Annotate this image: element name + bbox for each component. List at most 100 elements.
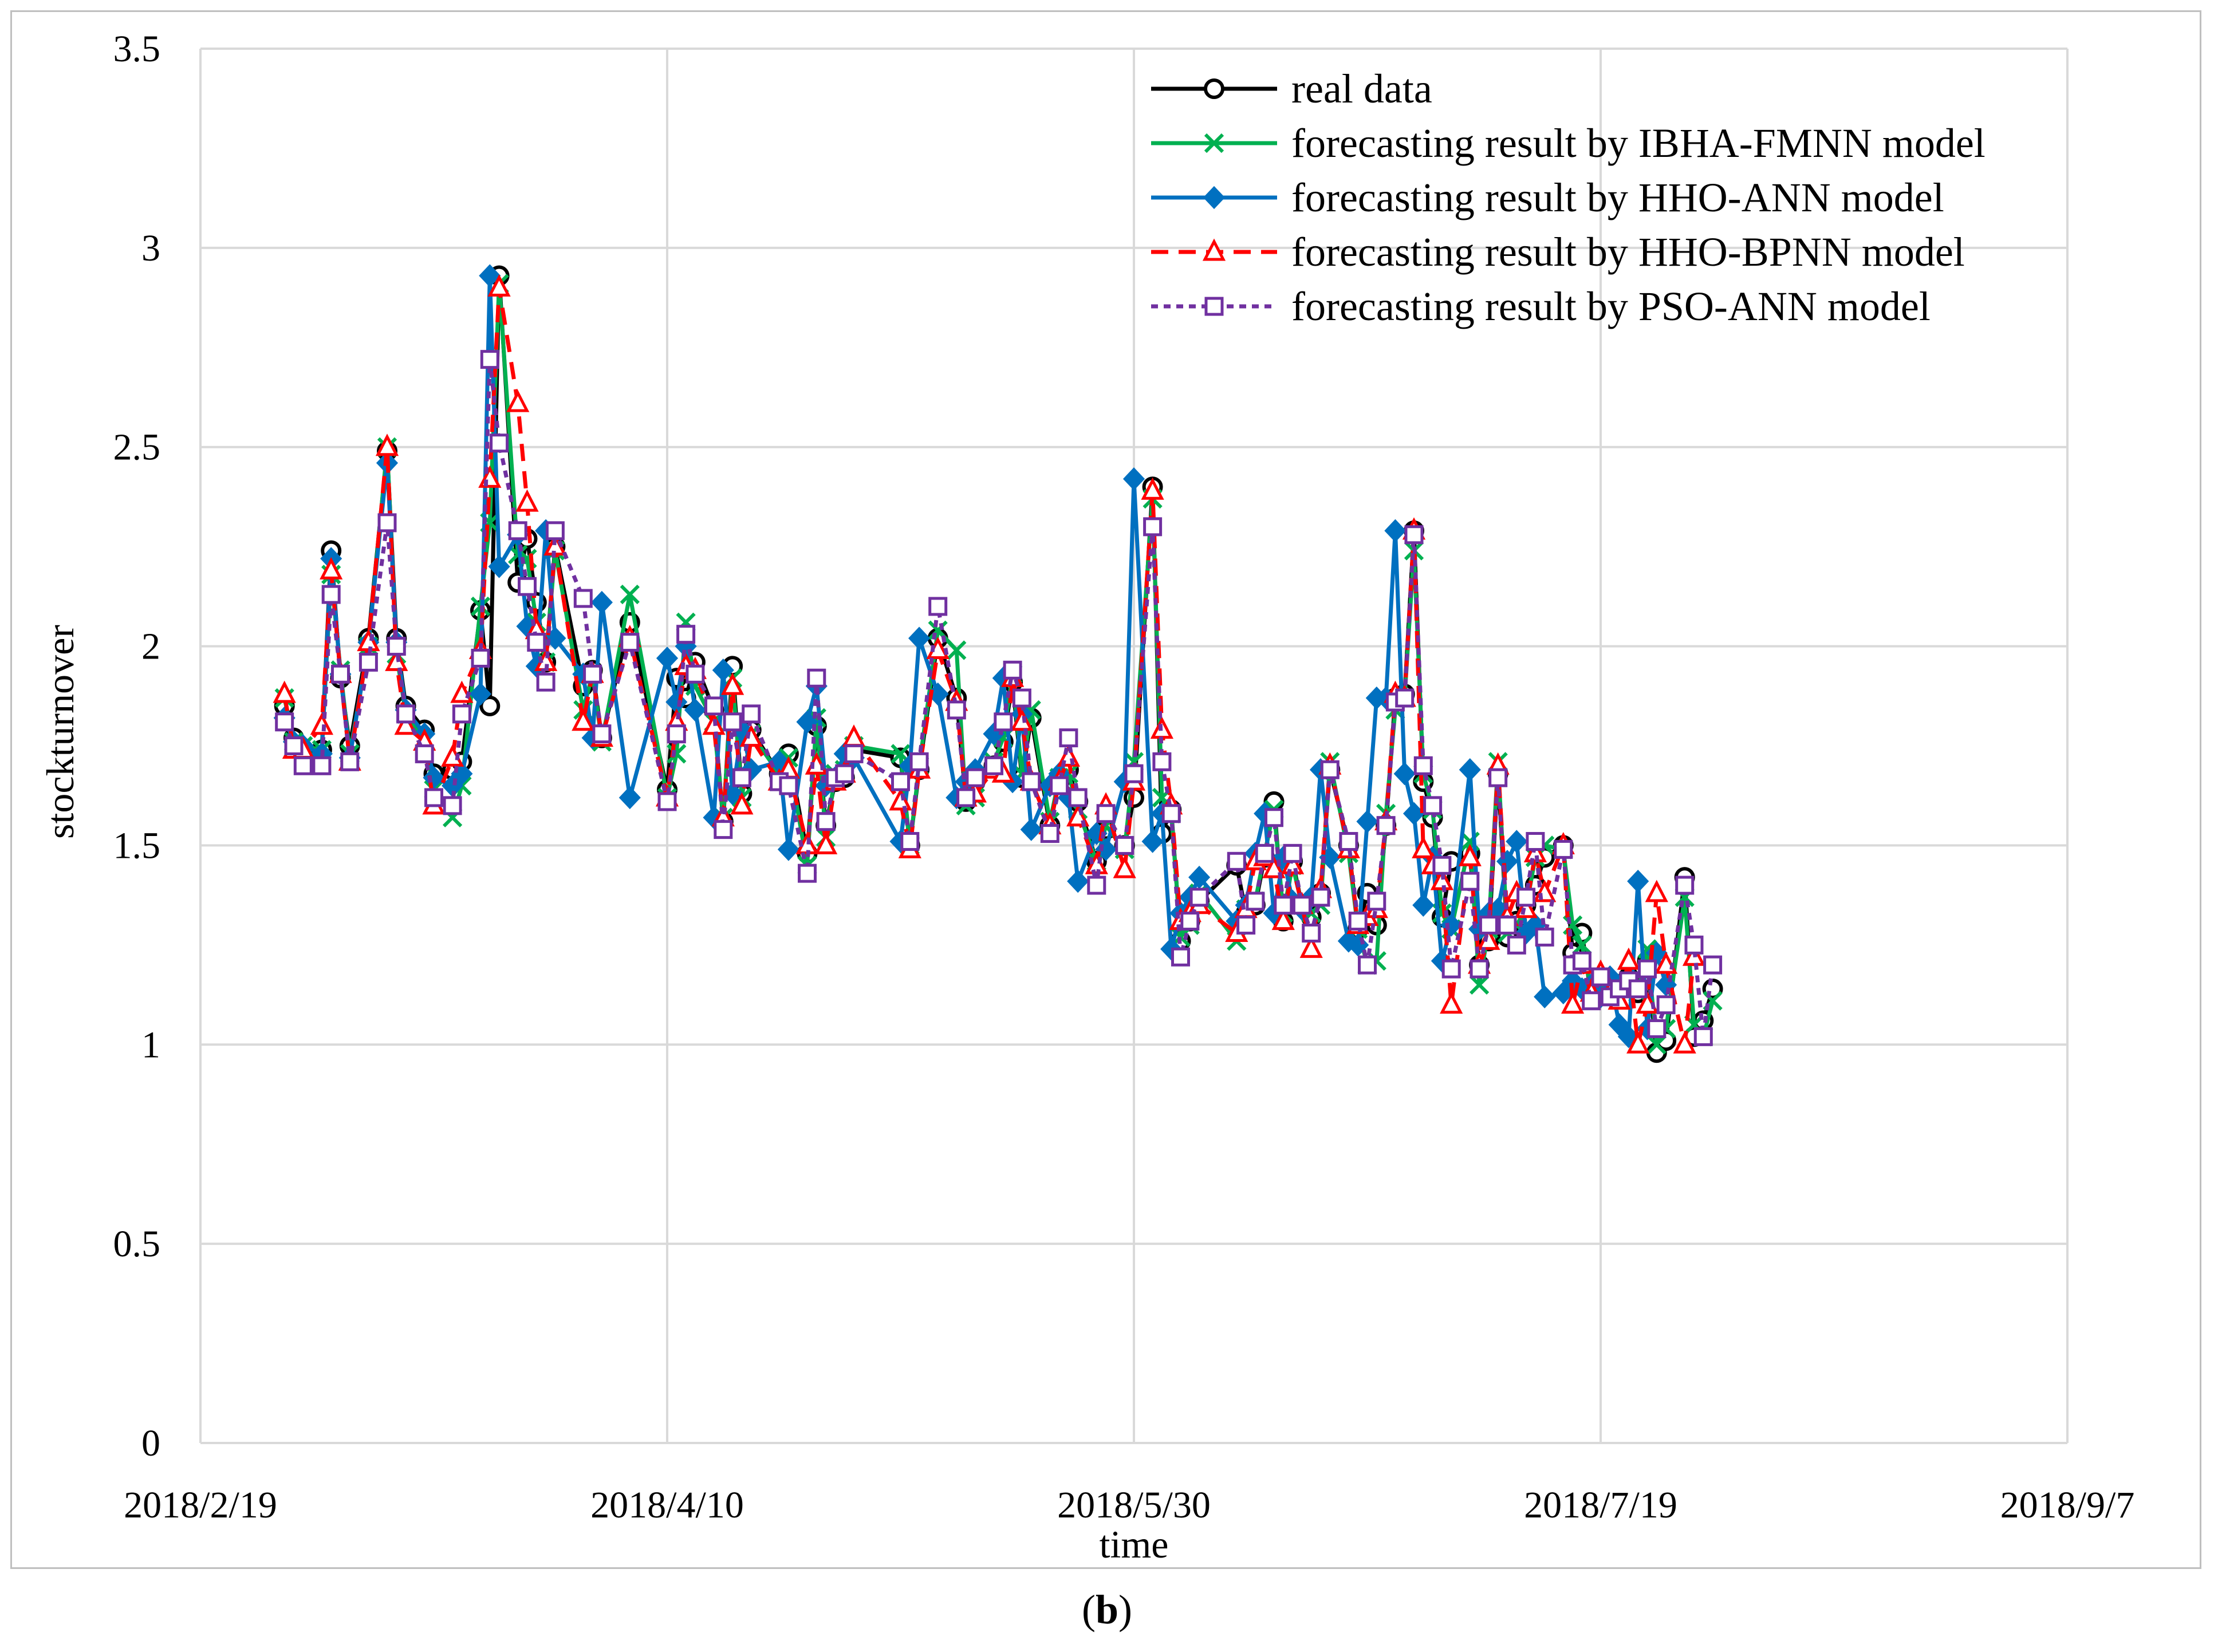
data-point-pso xyxy=(1302,923,1321,943)
axes: 0 0.5 1 1.5 2 2.5 3 3.5 2018/2/19 2018/4/10 2018/5… xyxy=(113,28,2135,1526)
data-point-pso xyxy=(1376,816,1396,835)
data-point-pso xyxy=(732,768,751,787)
legend-item-real: real data xyxy=(1151,66,1432,112)
data-point-ibha xyxy=(1469,975,1490,995)
data-point-hho_ann xyxy=(908,626,931,650)
data-point-pso xyxy=(1264,808,1283,827)
data-point-pso xyxy=(1526,831,1545,851)
data-point-hho_bpnn xyxy=(1626,1031,1650,1054)
y-tick-label: 0.5 xyxy=(113,1223,161,1265)
data-point-hho_ann xyxy=(656,646,679,670)
legend-item-hho_bpnn: forecasting result by HHO-BPNN model xyxy=(1151,229,1965,275)
data-point-pso xyxy=(1441,959,1461,979)
data-point-hho_bpnn xyxy=(1271,908,1295,931)
data-point-pso xyxy=(657,792,677,811)
y-tick-label: 0 xyxy=(141,1422,160,1464)
data-point-hho_ann xyxy=(618,786,641,810)
data-point-hho_ann xyxy=(684,698,706,722)
data-point-pso xyxy=(1124,764,1144,783)
data-point-pso xyxy=(1311,888,1330,907)
data-point-pso xyxy=(1675,876,1695,895)
data-point-hho_bpnn xyxy=(1645,880,1668,902)
data-point-hho_bpnn xyxy=(310,712,334,735)
data-point-pso xyxy=(471,648,490,668)
data-point-pso xyxy=(508,521,527,541)
data-point-pso xyxy=(714,820,733,839)
data-point-pso xyxy=(1040,824,1059,843)
data-point-pso xyxy=(321,585,341,604)
data-point-pso xyxy=(994,712,1013,732)
panel-label-close: ) xyxy=(1118,1587,1132,1633)
data-point-pso xyxy=(518,577,537,596)
data-point-pso xyxy=(583,664,602,684)
data-point-hho_ann xyxy=(1393,762,1416,786)
legend-item-pso: forecasting result by PSO-ANN model xyxy=(1151,283,1931,329)
data-point-pso xyxy=(1050,776,1069,795)
data-point-pso xyxy=(293,756,313,775)
data-point-hho_bpnn xyxy=(814,831,838,854)
data-point-pso xyxy=(312,756,332,775)
data-point-hho_ann xyxy=(1459,758,1481,782)
y-tick-label: 3.5 xyxy=(113,28,161,70)
data-point-hho_bpnn xyxy=(487,274,511,297)
data-point-pso xyxy=(1115,835,1134,855)
data-point-pso xyxy=(676,625,696,644)
data-point-pso xyxy=(620,633,640,652)
data-point-pso xyxy=(1470,959,1489,979)
data-point-hho_bpnn xyxy=(1141,477,1164,500)
legend: real data forecasting result by IBHA-FMNN… xyxy=(1151,66,1985,329)
data-point-pso xyxy=(1358,955,1377,975)
data-point-pso xyxy=(1582,991,1601,1011)
data-point-hho_bpnn xyxy=(394,712,417,735)
data-point-pso xyxy=(1460,872,1480,891)
legend-label-real: real data xyxy=(1291,66,1432,112)
data-point-pso xyxy=(331,664,350,684)
data-point-pso xyxy=(1068,788,1088,807)
data-point-pso xyxy=(1143,517,1163,537)
data-point-pso xyxy=(480,350,499,369)
legend-item-ibha: forecasting result by IBHA-FMNN model xyxy=(1151,120,1985,166)
data-point-hho_bpnn xyxy=(1673,1031,1696,1054)
chart-frame xyxy=(10,10,2201,1569)
data-point-pso xyxy=(835,764,854,783)
data-point-hho_ann xyxy=(1020,818,1042,841)
data-point-hho_ann xyxy=(479,264,501,287)
data-point-real xyxy=(479,695,501,716)
data-point-hho_ann xyxy=(1122,467,1145,491)
data-point-hho_ann xyxy=(1188,865,1211,889)
data-point-pso xyxy=(1572,951,1591,971)
y-axis-title: stockturnover xyxy=(38,625,82,839)
data-point-pso xyxy=(1432,855,1452,875)
y-tick-label: 1 xyxy=(141,1024,160,1066)
data-point-pso xyxy=(1488,768,1508,787)
data-point-pso xyxy=(947,700,966,720)
data-point-pso xyxy=(592,724,612,744)
data-point-hho_ann xyxy=(1496,850,1519,873)
data-point-ibha xyxy=(620,585,640,605)
data-point-pso xyxy=(1320,760,1340,779)
legend-marker-real xyxy=(1204,78,1224,99)
data-point-hho_bpnn xyxy=(320,557,343,579)
data-point-pso xyxy=(1413,756,1433,775)
data-point-hho_ann xyxy=(1141,830,1164,853)
data-point-pso xyxy=(667,724,686,744)
data-point-pso xyxy=(536,672,556,692)
data-point-pso xyxy=(1367,892,1386,911)
data-point-pso xyxy=(1423,796,1443,815)
data-point-pso xyxy=(686,664,705,684)
legend-label-hho_bpnn: forecasting result by HHO-BPNN model xyxy=(1291,229,1965,275)
series-pso xyxy=(275,350,1723,1046)
data-point-hho_ann xyxy=(1384,519,1407,542)
legend-marker-pso xyxy=(1204,297,1224,316)
data-point-pso xyxy=(807,668,826,688)
data-point-pso xyxy=(284,736,304,755)
data-point-hho_ann xyxy=(777,838,799,861)
data-point-pso xyxy=(527,633,546,652)
data-point-hho_ann xyxy=(1627,869,1649,893)
data-point-pso xyxy=(443,796,462,815)
x-tick-label: 2018/7/19 xyxy=(1524,1484,1677,1526)
x-tick-label: 2018/5/30 xyxy=(1057,1484,1211,1526)
data-point-pso xyxy=(742,704,761,724)
data-point-pso xyxy=(573,589,593,608)
